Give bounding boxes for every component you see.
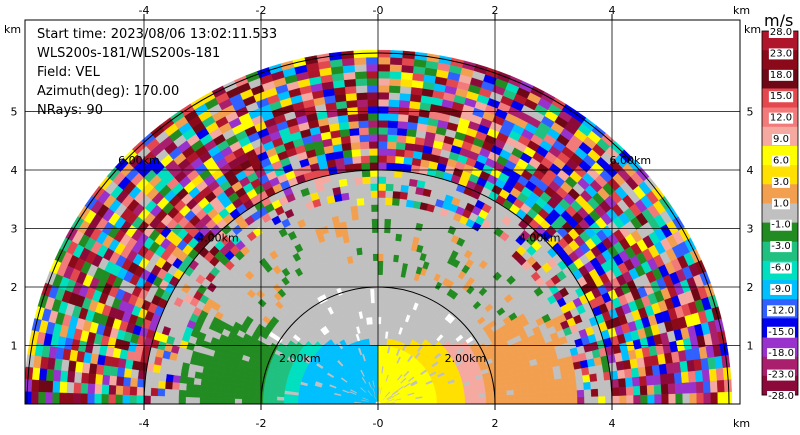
- colorbar-label-bg: [768, 48, 794, 60]
- x-unit-top: km: [733, 4, 750, 17]
- grid-lines: [25, 20, 740, 404]
- range-ring-label: 2.00km: [279, 352, 321, 365]
- y-tick-label: 4: [747, 164, 754, 177]
- colorbar-label-bg: [767, 305, 795, 317]
- colorbar-label-bg: [772, 134, 790, 146]
- x-unit-bottom: km: [733, 417, 750, 430]
- colorbar-label: -3.0: [771, 241, 791, 252]
- y-tick-label: 3: [747, 223, 754, 236]
- y-tick-label: 5: [11, 106, 18, 119]
- colorbar-label-bg: [768, 91, 794, 103]
- colorbar-label-bg: [772, 198, 790, 210]
- colorbar-label: 9.0: [773, 134, 789, 145]
- info-line: WLS200s-181/WLS200s-181: [37, 46, 220, 61]
- x-ticks-bottom: -4 -2 -0 2 4: [139, 404, 616, 430]
- info-line: NRays: 90: [37, 103, 103, 118]
- range-ring: [143, 169, 613, 404]
- x-tick-label: 4: [609, 417, 616, 430]
- colorbar-label: -18.0: [768, 348, 794, 359]
- y-unit-left: km: [4, 23, 21, 36]
- info-text: Start time: 2023/08/06 13:02:11.533 WLS20…: [37, 27, 277, 118]
- colorbar-label: 28.0: [770, 27, 792, 38]
- range-ring-labels: 2.00km 2.00km 4.00km 4.00km 6.00km 6.00km: [118, 154, 651, 365]
- x-tick-label: -0: [373, 417, 384, 430]
- range-rings: [26, 52, 730, 404]
- x-tick-label: -0: [373, 4, 384, 17]
- range-ring-label: 4.00km: [519, 231, 561, 244]
- colorbar: m/s 28.0 23.0 18.0 15.0 12.0 9.0 6.0 3.0 1.0 -1.0…: [761, 11, 799, 402]
- range-ring-label: 6.00km: [118, 154, 160, 167]
- colorbar-label: -6.0: [771, 263, 791, 274]
- colorbar-label-bg: [772, 176, 790, 188]
- colorbar-label: -23.0: [768, 370, 794, 381]
- velocity-field: [25, 49, 733, 404]
- colorbar-label-bg: [768, 27, 794, 38]
- x-tick-label: 4: [609, 4, 616, 17]
- colorbar-label: -9.0: [771, 284, 791, 295]
- colorbar-label: -15.0: [768, 327, 794, 338]
- colorbar-label-bg: [770, 241, 792, 253]
- colorbar-label: -1.0: [771, 220, 791, 231]
- colorbar-label-bg: [770, 283, 792, 295]
- y-tick-label: 2: [11, 281, 18, 294]
- y-tick-label: 3: [11, 223, 18, 236]
- colorbar-label-bg: [767, 391, 795, 402]
- colorbar-label: 6.0: [773, 155, 789, 166]
- y-tick-label: 2: [747, 281, 754, 294]
- range-ring-label: 2.00km: [445, 352, 487, 365]
- info-line: Field: VEL: [37, 65, 101, 80]
- y-tick-label: 1: [11, 340, 18, 353]
- y-tick-label: 5: [747, 106, 754, 119]
- colorbar-label-bg: [768, 69, 794, 81]
- info-line: Azimuth(deg): 170.00: [37, 84, 179, 99]
- info-line: Start time: 2023/08/06 13:02:11.533: [37, 27, 277, 42]
- axes-frame: [24, 19, 741, 405]
- colorbar-label: -12.0: [768, 305, 794, 316]
- x-tick-label: 2: [492, 4, 499, 17]
- colorbar-label: 18.0: [770, 70, 792, 81]
- colorbar-label: 15.0: [770, 91, 792, 102]
- colorbar-label-bg: [770, 262, 792, 274]
- colorbar-label: 3.0: [773, 177, 789, 188]
- range-ring-label: 4.00km: [197, 231, 239, 244]
- colorbar-label-bg: [772, 155, 790, 167]
- colorbar-label: 23.0: [770, 48, 792, 59]
- colorbar-label-bg: [767, 326, 795, 338]
- colorbar-label: 12.0: [770, 113, 792, 124]
- range-ring: [260, 286, 496, 404]
- colorbar-label-bg: [770, 219, 792, 231]
- colorbar-label-bg: [768, 112, 794, 124]
- y-tick-label: 1: [747, 340, 754, 353]
- x-tick-label: -4: [139, 4, 150, 17]
- y-ticks-right: 1 2 3 4 5: [747, 106, 754, 353]
- x-tick-label: -2: [256, 4, 267, 17]
- range-ring: [26, 52, 730, 404]
- x-ticks-top: -4 -2 -0 2 4: [139, 4, 616, 20]
- y-ticks-left: 1 2 3 4 5: [11, 106, 18, 353]
- colorbar-label-bg: [767, 348, 795, 360]
- x-tick-label: 2: [492, 417, 499, 430]
- x-tick-label: -4: [139, 417, 150, 430]
- y-tick-label: 4: [11, 164, 18, 177]
- y-unit-right: km: [744, 23, 761, 36]
- colorbar-label-bg: [767, 369, 795, 381]
- colorbar-swatch: [762, 375, 798, 396]
- colorbar-label: 1.0: [773, 198, 789, 209]
- colorbar-label: -28.0: [768, 391, 794, 402]
- x-tick-label: -2: [256, 417, 267, 430]
- colorbar-unit: m/s: [764, 11, 793, 30]
- range-ring-label: 6.00km: [610, 154, 652, 167]
